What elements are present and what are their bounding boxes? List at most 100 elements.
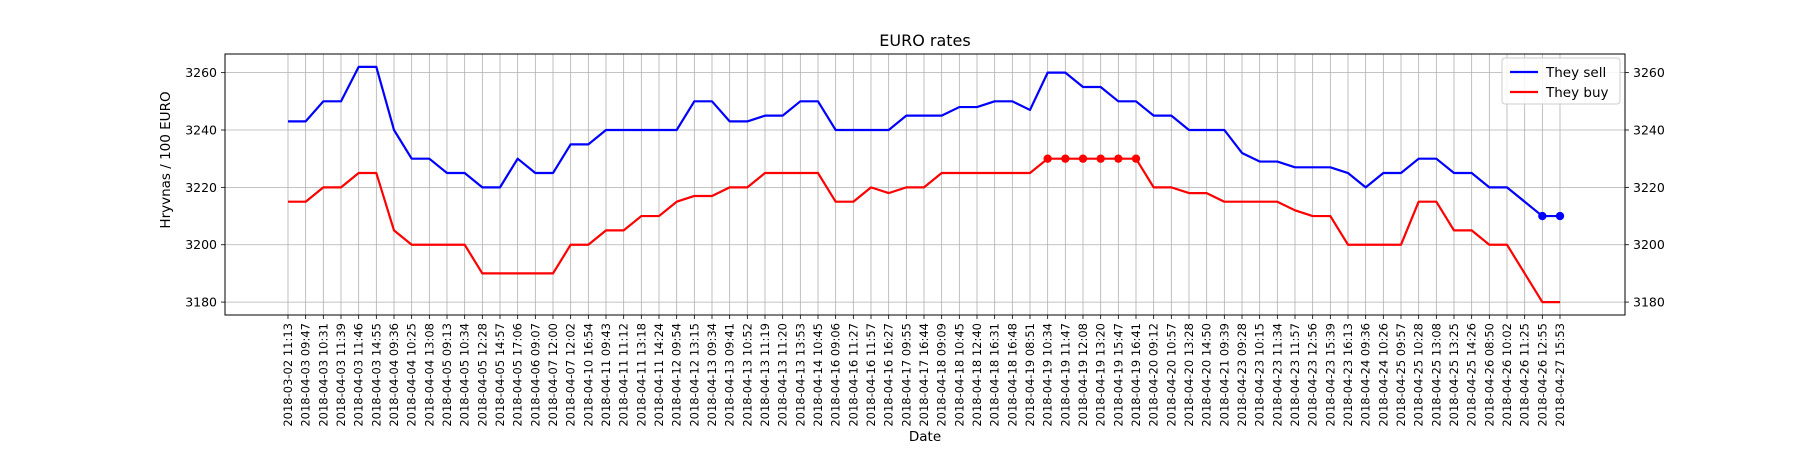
x-tick-label: 2018-04-12 13:15 [687, 323, 701, 427]
x-tick-label: 2018-04-25 14:26 [1465, 323, 1479, 427]
x-tick-label: 2018-03-02 11:13 [281, 323, 295, 427]
x-tick-label: 2018-04-23 12:56 [1306, 323, 1320, 427]
x-tick-label: 2018-04-21 09:39 [1217, 323, 1231, 427]
x-tick-label: 2018-04-04 13:08 [422, 323, 436, 427]
x-tick-label: 2018-04-11 13:18 [634, 323, 648, 427]
x-tick-label: 2018-04-23 15:39 [1323, 323, 1337, 427]
x-tick-label: 2018-04-04 09:36 [387, 323, 401, 427]
data-point-marker [1555, 211, 1565, 221]
y-tick-label-left: 3240 [185, 123, 217, 138]
x-tick-label: 2018-04-16 11:27 [846, 323, 860, 427]
x-tick-label: 2018-04-11 14:24 [652, 323, 666, 427]
series-line [288, 65, 1560, 218]
x-tick-label: 2018-04-06 09:07 [528, 323, 542, 427]
series-they-buy [288, 154, 1560, 304]
y-tick-label-right: 3220 [1633, 180, 1665, 195]
x-tick-label: 2018-04-25 10:28 [1412, 323, 1426, 427]
x-tick-label: 2018-04-11 11:12 [617, 323, 631, 427]
x-tick-label: 2018-04-05 14:57 [493, 323, 507, 427]
x-tick-label: 2018-04-20 14:50 [1200, 323, 1214, 427]
x-tick-label: 2018-04-26 08:50 [1482, 323, 1496, 427]
x-tick-label: 2018-04-03 14:55 [369, 323, 383, 427]
x-tick-label: 2018-04-13 09:34 [705, 323, 719, 427]
x-tick-label: 2018-04-03 09:47 [299, 323, 313, 427]
data-point-marker [1096, 154, 1105, 163]
x-tick-label: 2018-04-23 10:15 [1253, 323, 1267, 427]
x-tick-label: 2018-04-13 11:19 [758, 323, 772, 427]
x-tick-label: 2018-04-25 13:25 [1447, 323, 1461, 427]
x-tick-label: 2018-04-25 09:57 [1394, 323, 1408, 427]
x-tick-label: 2018-04-20 10:57 [1164, 323, 1178, 427]
data-point-marker [1061, 154, 1070, 163]
x-tick-label: 2018-04-16 16:27 [882, 323, 896, 427]
x-tick-label: 2018-04-05 09:13 [440, 323, 454, 427]
x-tick-label: 2018-04-16 09:06 [829, 323, 843, 427]
axes: 2018-03-02 11:13 2018-04-03 09:47 2018-04-… [185, 53, 1665, 427]
x-tick-label: 2018-04-14 10:45 [811, 323, 825, 427]
x-tick-label: 2018-04-10 16:54 [581, 323, 595, 427]
x-tick-label: 2018-04-19 11:47 [1058, 323, 1072, 427]
x-tick-label: 2018-04-26 11:25 [1518, 323, 1532, 427]
grid [225, 54, 1625, 315]
series-line [288, 157, 1560, 304]
legend-label: They sell [1545, 65, 1606, 81]
x-tick-label: 2018-04-26 12:55 [1535, 323, 1549, 427]
x-tick-label: 2018-04-18 16:48 [1005, 323, 1019, 427]
x-tick-label: 2018-04-23 11:57 [1288, 323, 1302, 427]
x-tick-label: 2018-04-24 09:36 [1359, 323, 1373, 427]
x-tick-label: 2018-04-11 09:43 [599, 323, 613, 427]
data-point-marker [1538, 211, 1547, 221]
x-tick-label: 2018-04-20 13:28 [1182, 323, 1196, 427]
x-tick-label: 2018-04-18 12:40 [970, 323, 984, 427]
y-tick-label-right: 3180 [1633, 295, 1665, 310]
x-tick-label: 2018-04-23 16:13 [1341, 323, 1355, 427]
y-tick-label-right: 3240 [1633, 123, 1665, 138]
legend-label: They buy [1545, 85, 1609, 101]
y-tick-label-right: 3260 [1633, 65, 1665, 80]
data-point-marker [1078, 154, 1088, 163]
x-tick-label: 2018-04-07 12:00 [546, 323, 560, 427]
legend: They sell They buy [1501, 57, 1621, 105]
x-tick-label: 2018-04-16 11:57 [864, 323, 878, 427]
x-tick-label: 2018-04-18 10:45 [952, 323, 966, 427]
y-axis-title: Hryvnas / 100 EURO [158, 91, 174, 228]
y-tick-label-left: 3180 [185, 295, 217, 310]
plot-frame [224, 53, 1626, 316]
x-tick-label: 2018-04-13 09:41 [723, 323, 737, 427]
data-point-marker [1043, 154, 1052, 163]
x-tick-label: 2018-04-13 13:53 [793, 323, 807, 427]
x-axis-title: Date [909, 429, 941, 445]
x-tick-label: 2018-04-18 09:09 [935, 323, 949, 427]
x-tick-label: 2018-04-26 10:02 [1500, 323, 1514, 427]
x-tick-label: 2018-04-19 15:47 [1111, 323, 1125, 427]
x-tick-label: 2018-04-17 09:55 [899, 323, 913, 427]
x-tick-label: 2018-04-05 10:34 [458, 323, 472, 427]
x-tick-label: 2018-04-19 12:08 [1076, 323, 1090, 427]
x-tick-label: 2018-04-03 10:31 [316, 323, 330, 427]
data-point-marker [1131, 154, 1141, 163]
x-tick-label: 2018-04-12 09:54 [670, 323, 684, 427]
x-tick-label: 2018-04-05 17:06 [511, 323, 525, 427]
x-tick-label: 2018-04-24 10:26 [1376, 323, 1390, 427]
x-tick-label: 2018-04-19 08:51 [1023, 323, 1037, 427]
x-tick-label: 2018-04-13 10:52 [740, 323, 754, 427]
y-tick-label-right: 3200 [1633, 237, 1665, 252]
data-point-marker [1114, 154, 1123, 163]
y-tick-label-left: 3260 [185, 65, 217, 80]
x-tick-label: 2018-04-17 16:44 [917, 323, 931, 427]
series-they-sell [288, 65, 1565, 221]
x-tick-label: 2018-04-20 09:12 [1147, 323, 1161, 427]
x-tick-label: 2018-04-03 11:46 [352, 323, 366, 427]
x-tick-label: 2018-04-07 12:02 [564, 323, 578, 427]
x-tick-label: 2018-04-27 15:53 [1553, 323, 1567, 427]
x-tick-label: 2018-04-13 11:20 [776, 323, 790, 427]
x-tick-label: 2018-04-19 13:20 [1094, 323, 1108, 427]
y-tick-label-left: 3220 [185, 180, 217, 195]
x-tick-label: 2018-04-05 12:28 [475, 323, 489, 427]
x-tick-label: 2018-04-23 11:34 [1270, 323, 1284, 427]
x-tick-label: 2018-04-25 13:08 [1429, 323, 1443, 427]
x-tick-label: 2018-04-04 10:25 [405, 323, 419, 427]
y-tick-label-left: 3200 [185, 237, 217, 252]
